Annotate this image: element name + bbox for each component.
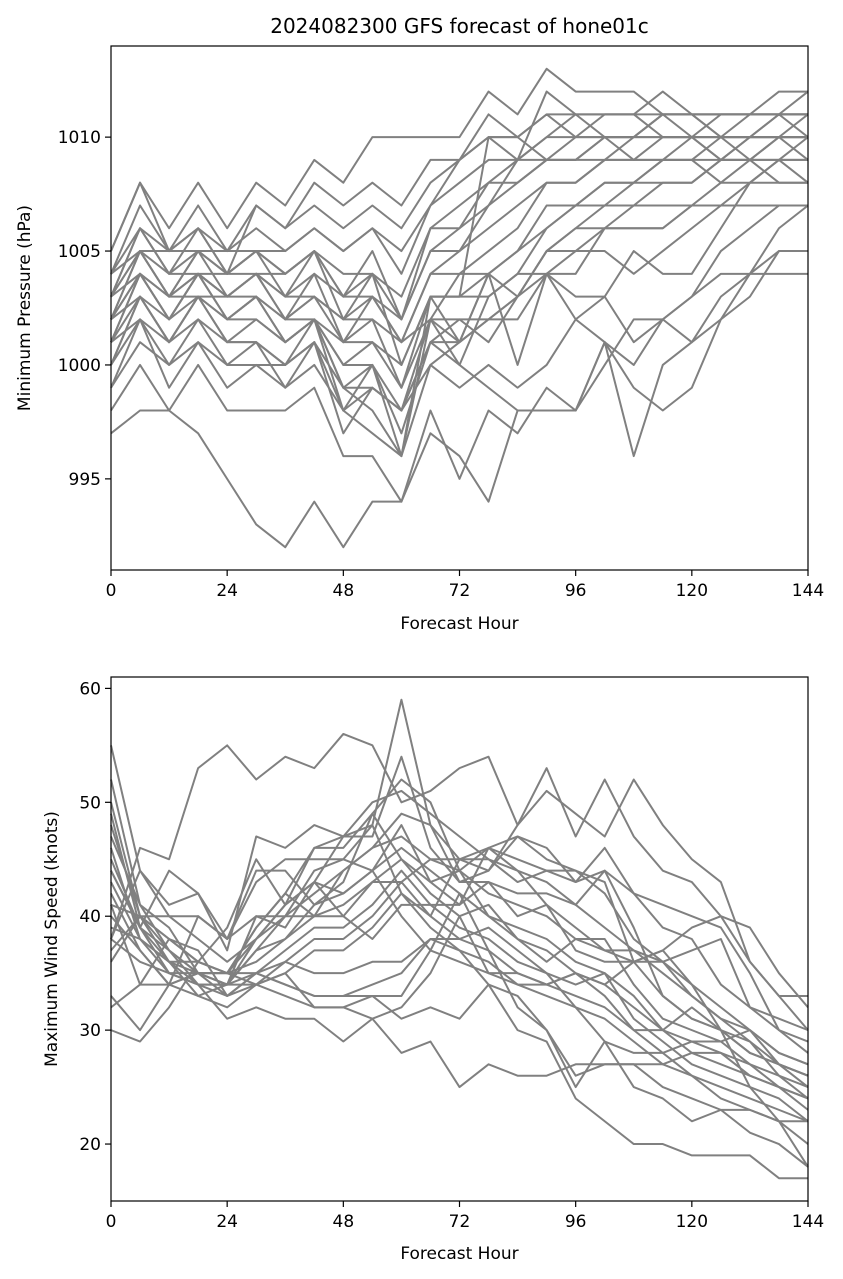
wind-series-line-16	[110, 938, 809, 1168]
pressure-series-line-23	[110, 204, 809, 458]
wind-xlabel: Forecast Hour	[400, 1244, 518, 1264]
wind-xtick-label: 144	[792, 1212, 824, 1232]
pressure-series-group	[110, 67, 809, 549]
wind-series-line-14	[110, 915, 809, 1100]
pressure-ticks-group: 0 24 48 72 96 120 144 995 1000 1005 1010	[58, 128, 824, 601]
wind-ytick-label: 40	[79, 907, 101, 927]
wind-series-line-23	[110, 812, 809, 1066]
wind-ytick-label: 50	[79, 793, 101, 813]
pressure-series-line-3	[110, 250, 808, 458]
pressure-xtick-label: 72	[449, 581, 471, 601]
pressure-xtick-label: 120	[676, 581, 708, 601]
wind-ytick-label: 30	[79, 1021, 101, 1041]
wind-ticks-group: 0 24 48 72 96 120 144 20 30 40 50 60	[79, 679, 824, 1232]
wind-xtick-label: 48	[333, 1212, 355, 1232]
pressure-series-line-26	[110, 136, 808, 366]
pressure-xtick-label: 144	[792, 581, 824, 601]
wind-series-line-21	[110, 915, 809, 1077]
pressure-series-line-5	[110, 204, 808, 412]
wind-series-line-24	[110, 846, 809, 1089]
pressure-ytick-label: 995	[69, 470, 101, 490]
wind-ytick-label: 20	[79, 1135, 101, 1155]
pressure-ylabel: Minimum Pressure (hPa)	[15, 205, 35, 411]
wind-ytick-label: 60	[79, 679, 101, 699]
wind-series-line-20	[110, 824, 808, 1123]
wind-xtick-label: 24	[216, 1212, 238, 1232]
pressure-series-line-1	[110, 272, 808, 549]
wind-series-group	[110, 698, 809, 1180]
wind-series-line-17	[110, 915, 809, 1066]
pressure-ytick-label: 1010	[58, 128, 101, 148]
pressure-xtick-label: 96	[565, 581, 587, 601]
wind-ylabel: Maximum Wind Speed (knots)	[42, 811, 62, 1067]
pressure-xtick-label: 0	[106, 581, 117, 601]
figure-title: 2024082300 GFS forecast of hone01c	[270, 14, 649, 38]
pressure-ytick-label: 1000	[58, 356, 101, 376]
pressure-series-line-25	[110, 113, 808, 344]
pressure-xtick-label: 24	[216, 581, 238, 601]
wind-xtick-label: 120	[676, 1212, 708, 1232]
pressure-ytick-label: 1005	[58, 242, 101, 262]
wind-series-line-1	[110, 732, 808, 997]
pressure-series-line-24	[110, 204, 808, 458]
pressure-panel: 0 24 48 72 96 120 144 995 1000 1005 1010 Forecast …	[15, 45, 824, 634]
wind-xtick-label: 96	[565, 1212, 587, 1232]
pressure-series-line-6	[110, 158, 808, 412]
wind-xtick-label: 72	[449, 1212, 471, 1232]
pressure-xtick-label: 48	[333, 581, 355, 601]
wind-xtick-label: 0	[106, 1212, 117, 1232]
wind-series-line-7	[110, 835, 809, 1100]
pressure-series-line-21	[110, 113, 808, 253]
wind-series-line-22	[110, 789, 809, 1043]
pressure-xlabel: Forecast Hour	[400, 614, 518, 634]
